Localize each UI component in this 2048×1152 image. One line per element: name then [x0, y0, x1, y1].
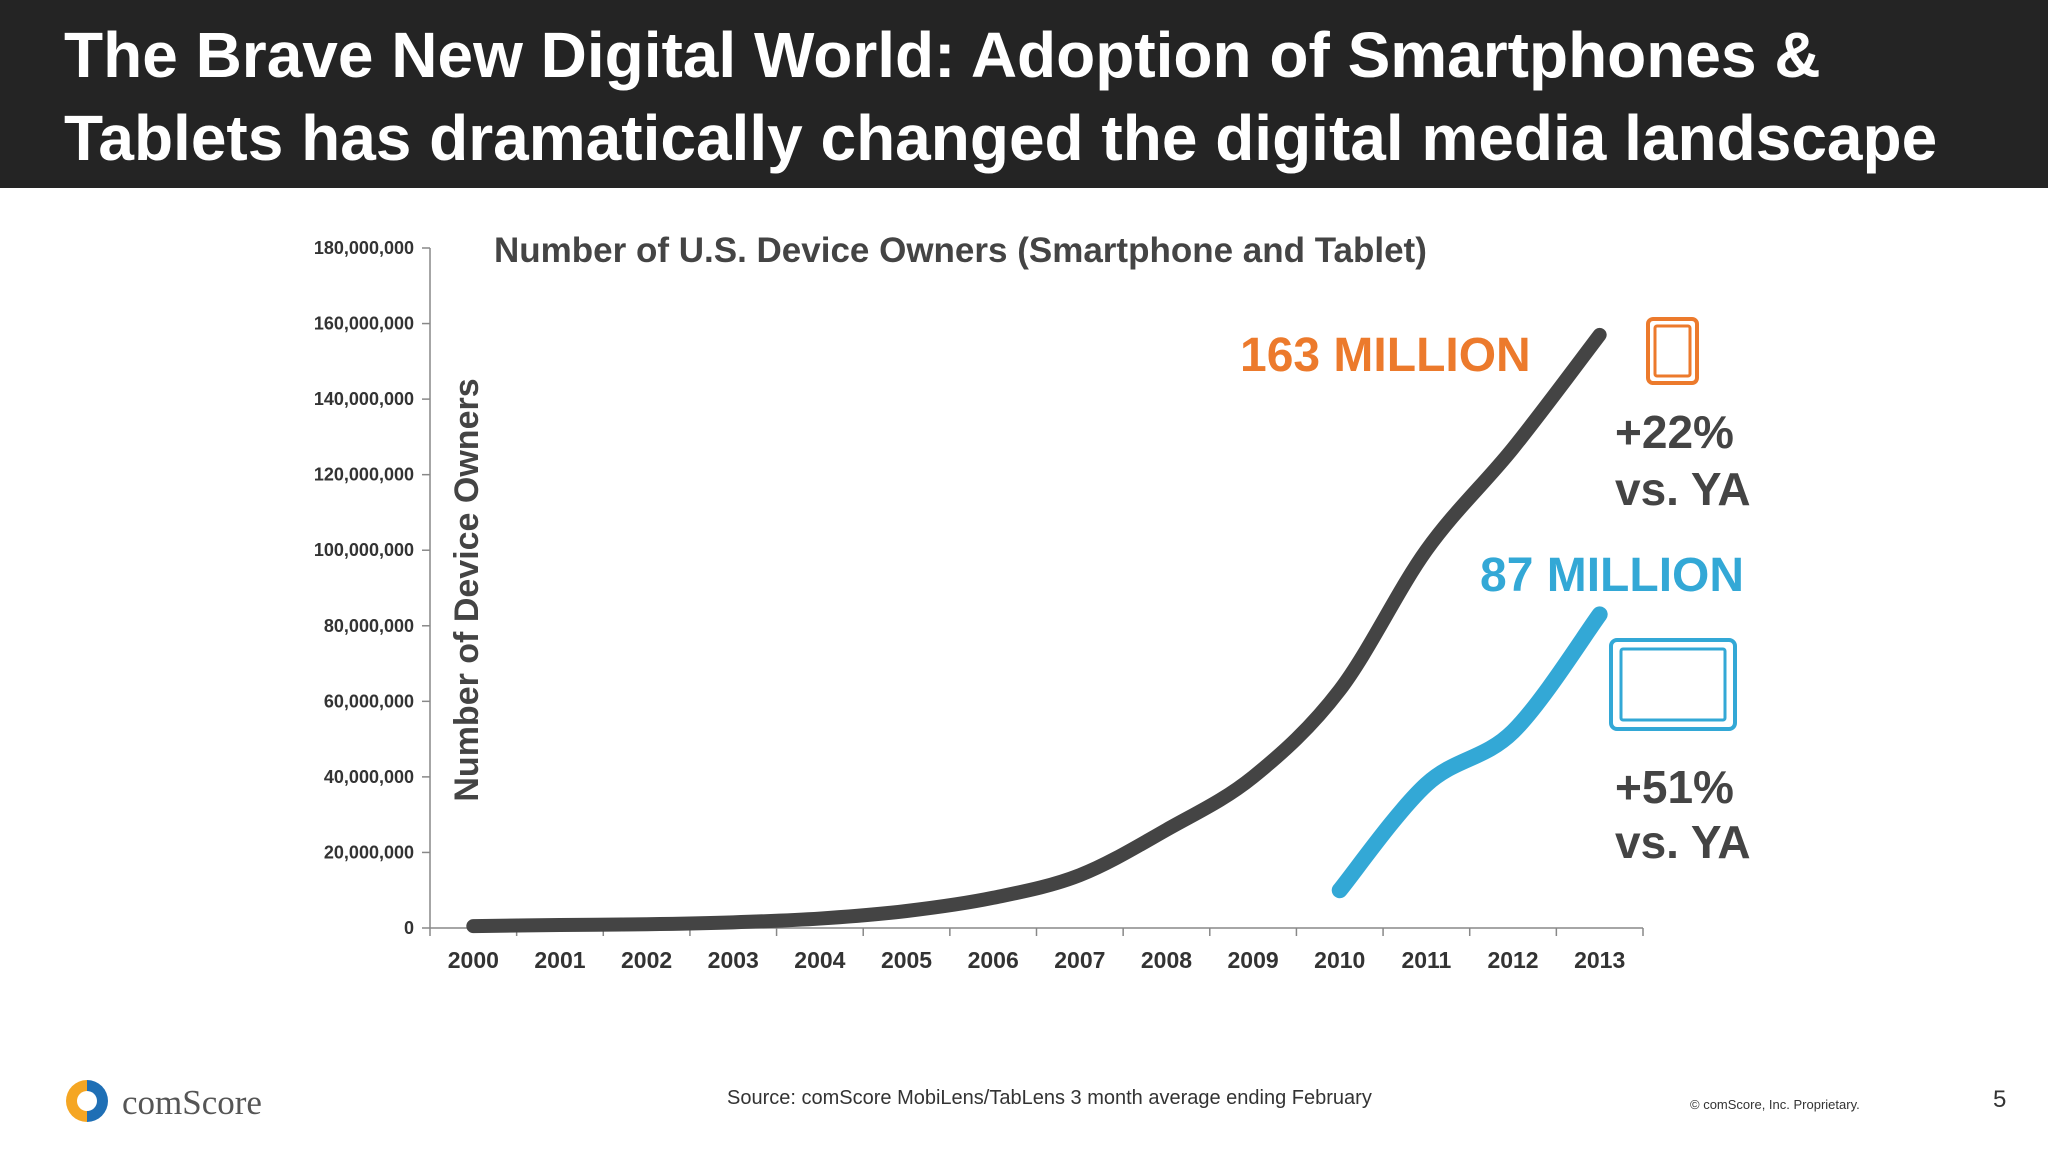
device-owners-chart: 0 20,000,000 40,000,000 60,000,000 80,000,00… — [314, 231, 1751, 973]
y-tick-label: 140,000,000 — [314, 389, 414, 409]
y-tick-label: 160,000,000 — [314, 314, 414, 334]
y-axis-label: Number of Device Owners — [448, 378, 486, 801]
x-tick-label: 2004 — [794, 947, 845, 973]
smartphone-line — [466, 327, 1607, 934]
smartphone-growth-pct: +22% — [1615, 406, 1734, 458]
smartphone-growth-ref: vs. YA — [1615, 463, 1751, 515]
x-tick-label: 2012 — [1487, 947, 1538, 973]
series-lines — [466, 327, 1608, 934]
logo-wordmark: comScore — [122, 1083, 262, 1122]
tablet-icon — [1609, 638, 1737, 731]
tablet-growth-pct: +51% — [1615, 761, 1734, 813]
copyright-note: © comScore, Inc. Proprietary. — [1690, 1097, 1860, 1112]
x-tick-label: 2002 — [621, 947, 672, 973]
chart-title: Number of U.S. Device Owners (Smartphone… — [494, 231, 1427, 270]
y-tick-label: 100,000,000 — [314, 540, 414, 560]
x-tick-label: 2011 — [1401, 947, 1451, 973]
y-tick-label: 40,000,000 — [324, 767, 414, 787]
title-bar: The Brave New Digital World: Adoption of… — [0, 0, 2048, 188]
y-tick-label: 180,000,000 — [314, 238, 414, 258]
x-axis: 2000 2001 2002 2003 2004 2005 2006 2007 2008 2009… — [429, 927, 1644, 973]
tablet-growth-ref: vs. YA — [1615, 816, 1751, 868]
slide-title: The Brave New Digital World: Adoption of… — [64, 19, 1938, 174]
y-tick-label: 80,000,000 — [324, 616, 414, 636]
comscore-logo: comScore — [66, 1080, 262, 1122]
y-tick-label: 120,000,000 — [314, 465, 414, 485]
logo-center — [77, 1091, 97, 1111]
x-tick-label: 2007 — [1054, 947, 1105, 973]
y-tick-label: 20,000,000 — [324, 842, 414, 862]
y-tick-label: 0 — [404, 918, 414, 938]
page-number: 5 — [1993, 1086, 2007, 1113]
x-tick-label: 2005 — [881, 947, 932, 973]
y-tick-label: 60,000,000 — [324, 691, 414, 711]
x-tick-label: 2010 — [1314, 947, 1365, 973]
smartphone-total-label: 163 MILLION — [1240, 329, 1531, 382]
x-tick-label: 2006 — [968, 947, 1019, 973]
x-tick-label: 2001 — [534, 947, 585, 973]
x-tick-label: 2003 — [708, 947, 759, 973]
x-tick-label: 2013 — [1574, 947, 1625, 973]
y-axis: 0 20,000,000 40,000,000 60,000,000 80,000,00… — [314, 238, 431, 938]
tablet-total-label: 87 MILLION — [1480, 549, 1744, 602]
x-tick-label: 2008 — [1141, 947, 1192, 973]
tablet-line — [1331, 606, 1608, 899]
logo-orange-half — [66, 1080, 87, 1122]
smartphone-icon — [1646, 317, 1699, 385]
x-tick-label: 2009 — [1228, 947, 1279, 973]
logo-blue-half — [87, 1080, 108, 1122]
source-note: Source: comScore MobiLens/TabLens 3 mont… — [727, 1087, 1372, 1109]
x-tick-label: 2000 — [448, 947, 499, 973]
